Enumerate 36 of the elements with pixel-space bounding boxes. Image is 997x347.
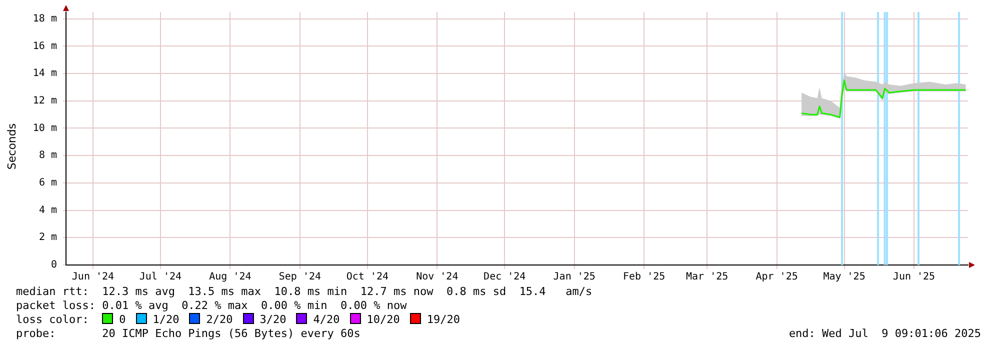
x-tick-label: Sep '24: [278, 272, 322, 283]
legend-title: loss color:: [16, 313, 90, 326]
legend-label: 2/20: [206, 313, 233, 326]
legend-label: 4/20: [313, 313, 340, 326]
x-tick-label: Apr '25: [756, 272, 798, 283]
y-tick-label: 16 m: [32, 40, 57, 52]
text: probe: 20 ICMP Echo Pings (56 Bytes) every 60s: [16, 327, 360, 340]
x-tick-label: Jun '24: [72, 272, 114, 283]
legend-label: 1/20: [152, 313, 180, 326]
legend-label: 0: [119, 313, 126, 326]
x-tick-label: Dec '24: [484, 272, 526, 283]
y-axis-title: Seconds: [6, 122, 18, 172]
text: packet loss: 0.01 % avg 0.22 % max 0.00 % min 0.00 % now: [16, 299, 408, 313]
y-tick-label: 12 m: [32, 95, 57, 106]
y-tick-label: 8 m: [38, 150, 57, 162]
text: end: Wed Jul 9 09:01:06 2025: [788, 327, 981, 341]
x-tick-label: Jul '24: [139, 272, 182, 283]
x-tick-label: Nov '24: [416, 272, 458, 283]
x-tick-label: Feb '25: [623, 272, 666, 283]
text: median rtt: 12.3 ms avg 13.5 ms max 10.8 ms min 12.7 ms now 0.8 ms sd 15.4 am/s: [16, 285, 594, 299]
x-tick-label: May '25: [823, 272, 866, 283]
x-tick-label: Oct '24: [346, 272, 388, 283]
y-tick-label: 14 m: [32, 68, 57, 80]
legend-label: 3/20: [260, 313, 286, 326]
y-tick-label: 0: [50, 260, 57, 271]
y-tick-label: 2 m: [38, 232, 57, 244]
x-tick-label: Jan '25: [553, 272, 596, 283]
x-tick-label: Jun '25: [892, 272, 936, 283]
y-tick-label: 6 m: [38, 178, 57, 189]
x-tick-label: Aug '24: [209, 272, 252, 283]
y-tick-label: 4 m: [38, 204, 57, 216]
legend-label: 10/20: [366, 313, 400, 326]
y-tick-label: 10 m: [32, 122, 57, 134]
x-tick-label: Mar '25: [686, 272, 728, 283]
legend-label: 19/20: [426, 313, 460, 326]
y-tick-label: 18 m: [32, 13, 57, 24]
